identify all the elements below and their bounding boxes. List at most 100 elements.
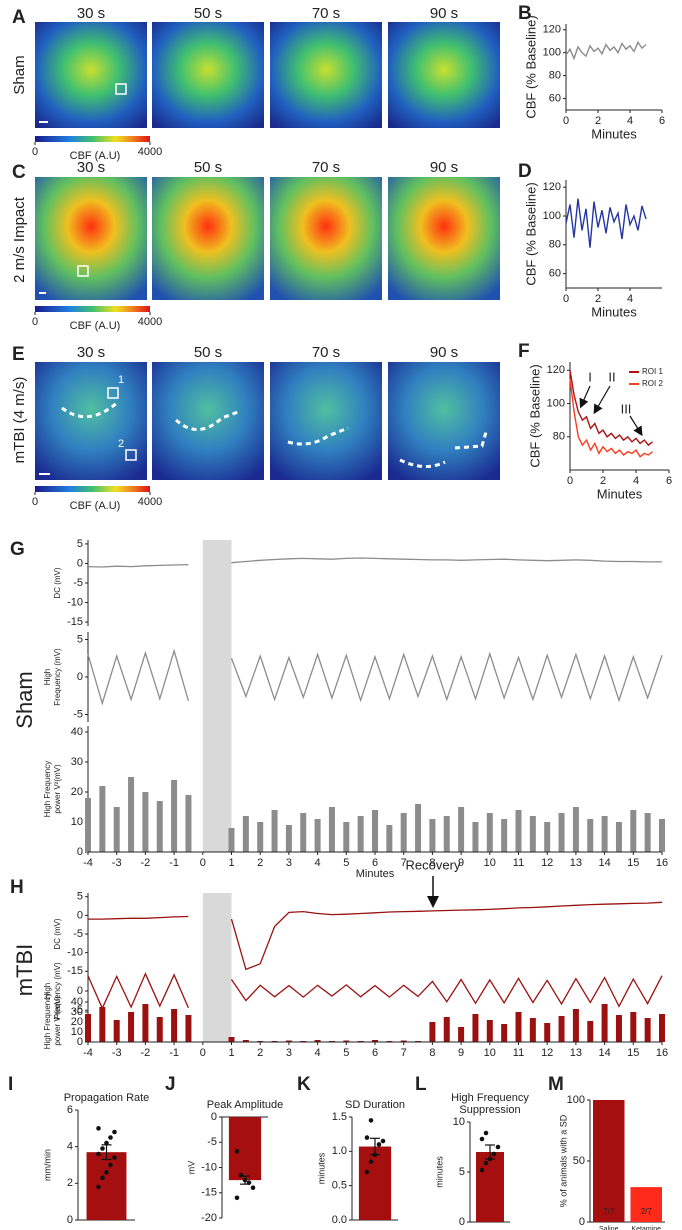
x-tick-label: 2 bbox=[257, 1047, 263, 1059]
x-tick-label: 1 bbox=[228, 1047, 234, 1059]
power-bar bbox=[128, 1012, 135, 1042]
y-tick-label: 0 bbox=[579, 1216, 585, 1228]
x-tick-label: 12 bbox=[541, 857, 553, 869]
data-point bbox=[364, 1135, 370, 1140]
x-tick-label: -4 bbox=[83, 1047, 93, 1059]
y-axis-label: High bbox=[43, 669, 52, 685]
power-bar bbox=[271, 810, 278, 852]
x-tick-label: 7 bbox=[401, 1047, 407, 1059]
cbf-image bbox=[152, 177, 264, 300]
power-bar bbox=[558, 813, 565, 852]
legend-label: ROI 1 bbox=[642, 367, 663, 376]
y-tick-label: -20 bbox=[201, 1212, 217, 1224]
cbf-image bbox=[152, 362, 264, 480]
power-bar bbox=[486, 1020, 493, 1042]
x-tick-label: 4 bbox=[627, 115, 633, 127]
x-tick-label: 4 bbox=[633, 475, 639, 487]
data-point bbox=[483, 1130, 489, 1136]
frame-time: 70 s bbox=[312, 5, 340, 22]
power-bar bbox=[314, 819, 321, 852]
series-line bbox=[565, 40, 647, 61]
roi-label: 2 bbox=[118, 438, 124, 450]
y-tick-label: 5 bbox=[77, 633, 83, 645]
cbf-image bbox=[35, 177, 147, 300]
panel-letter: A bbox=[12, 7, 26, 28]
x-tick-label: 15 bbox=[627, 857, 639, 869]
power-bar bbox=[515, 1012, 522, 1042]
f-arrows bbox=[579, 385, 643, 437]
y-axis-label: power V²(mV) bbox=[53, 996, 62, 1046]
y-tick-label: 0 bbox=[77, 671, 83, 683]
power-bar bbox=[314, 1040, 321, 1042]
y-tick-label: -5 bbox=[73, 708, 83, 720]
y-tick-label: 20 bbox=[71, 786, 83, 798]
y-tick-label: -10 bbox=[67, 947, 83, 959]
y-axis-label: Frequency (mV) bbox=[53, 648, 62, 706]
power-bar bbox=[644, 813, 651, 852]
row-label: 2 m/s Impact bbox=[11, 196, 28, 283]
x-tick-label: 0 bbox=[567, 475, 573, 487]
data-point bbox=[368, 1118, 374, 1123]
y-axis-label: CBF (% Baseline) bbox=[527, 364, 542, 467]
power-bar bbox=[99, 1007, 106, 1042]
cbf-image bbox=[152, 22, 264, 128]
stimulus-shade bbox=[202, 893, 232, 1042]
x-tick-label: 9 bbox=[458, 1047, 464, 1059]
power-bar bbox=[328, 807, 335, 852]
x-tick-label: 7 bbox=[401, 857, 407, 869]
scale-bars bbox=[39, 121, 50, 475]
data-point bbox=[238, 1172, 244, 1178]
y-tick-label: 80 bbox=[549, 70, 561, 82]
x-tick-label: 13 bbox=[570, 857, 582, 869]
x-tick-label: 16 bbox=[656, 1047, 668, 1059]
roi-square bbox=[125, 449, 137, 461]
y-axis-label: power V²(mV) bbox=[53, 764, 62, 814]
y-tick-label: 1.5 bbox=[332, 1111, 347, 1123]
frame-time: 30 s bbox=[77, 344, 105, 361]
colorbar bbox=[35, 136, 150, 142]
x-tick-label: -4 bbox=[83, 857, 93, 869]
roi-squares bbox=[77, 83, 137, 461]
series-line bbox=[565, 198, 647, 248]
x-tick-label: -3 bbox=[112, 857, 122, 869]
y-tick-label: 10 bbox=[453, 1116, 465, 1128]
power-bar bbox=[429, 819, 436, 852]
power-bar bbox=[415, 804, 422, 852]
frame-time: 50 s bbox=[194, 159, 222, 176]
panel-title: Suppression bbox=[459, 1104, 520, 1116]
x-axis-label: Minutes bbox=[597, 486, 643, 501]
y-tick-label: -15 bbox=[201, 1187, 217, 1199]
x-tick-label: 6 bbox=[372, 857, 378, 869]
frame-time: 90 s bbox=[430, 5, 458, 22]
power-bar bbox=[257, 822, 264, 852]
y-tick-label: -5 bbox=[73, 577, 83, 589]
x-tick-label: 2 bbox=[257, 857, 263, 869]
roi-square bbox=[77, 265, 89, 277]
dashed-line bbox=[174, 410, 239, 431]
power-bar bbox=[601, 816, 608, 852]
power-bar bbox=[242, 1040, 249, 1042]
y-tick-label: 1.0 bbox=[332, 1145, 347, 1157]
y-tick-label: 0 bbox=[459, 1216, 465, 1228]
power-bar bbox=[113, 1020, 120, 1042]
cbf-image bbox=[270, 22, 382, 128]
trace-line bbox=[87, 557, 662, 568]
power-bar bbox=[357, 816, 364, 852]
x-tick-label: 0 bbox=[200, 1047, 206, 1059]
power-bar bbox=[386, 825, 393, 852]
x-tick-label: 2 bbox=[595, 293, 601, 305]
x-tick-label: Saline bbox=[599, 1226, 619, 1230]
y-axis-label: mV bbox=[186, 1161, 196, 1175]
x-tick-label: 4 bbox=[627, 293, 633, 305]
power-bar bbox=[615, 1015, 622, 1042]
x-tick-label: 4 bbox=[315, 1047, 321, 1059]
power-bar bbox=[85, 798, 91, 852]
y-tick-label: 0 bbox=[67, 1214, 73, 1226]
arrow bbox=[579, 385, 591, 409]
data-point bbox=[100, 1146, 105, 1151]
x-axis-label: Minutes bbox=[591, 304, 637, 319]
power-bar bbox=[156, 1017, 163, 1042]
y-tick-label: 60 bbox=[549, 268, 561, 280]
x-tick-label: -2 bbox=[141, 857, 151, 869]
